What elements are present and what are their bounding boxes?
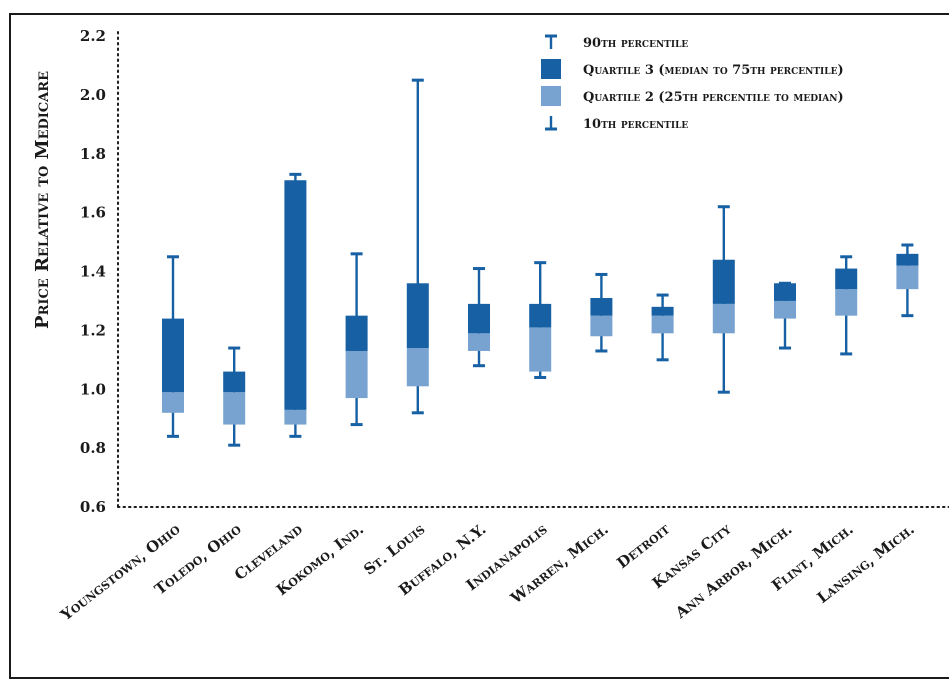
y-tick-label: 2.0 — [80, 86, 106, 104]
y-tick-label: 1.6 — [80, 204, 106, 222]
y-tick-label: 1.4 — [80, 263, 106, 281]
q3-box — [406, 283, 429, 349]
box-group — [896, 243, 919, 318]
legend-item: Quartile 3 (median to 75th percentile) — [541, 59, 844, 79]
q3-box — [712, 259, 735, 304]
category-label: Detroit — [613, 519, 673, 572]
legend-label: Quartile 3 (median to 75th percentile) — [583, 63, 844, 78]
y-tick-label: 0.6 — [80, 498, 106, 516]
box-group — [590, 272, 613, 353]
boxes — [162, 78, 919, 447]
y-axis-label: Price Relative to Medicare — [32, 71, 53, 329]
box-group — [284, 172, 307, 438]
box-group — [835, 255, 858, 356]
legend-q2-swatch — [541, 86, 561, 106]
q2-box — [162, 392, 184, 413]
y-tick-label: 1.8 — [80, 145, 106, 163]
box-group — [406, 78, 429, 415]
box-group — [529, 261, 552, 379]
legend-label: 10th percentile — [583, 117, 688, 132]
box-group — [223, 346, 246, 447]
category-label: Youngstown, Ohio — [56, 520, 183, 625]
box-group — [468, 267, 490, 368]
legend-label: Quartile 2 (25th percentile to median) — [583, 90, 844, 105]
q3-box — [590, 297, 613, 316]
q2-box — [896, 265, 919, 290]
legend-item: 10th percentile — [545, 116, 688, 132]
q3-box — [896, 253, 919, 266]
y-tick-label: 0.8 — [80, 439, 106, 457]
category-label: Ann Arbor, Mich. — [671, 520, 795, 623]
y-tick-label: 2.2 — [80, 27, 106, 45]
q2-box — [835, 289, 858, 316]
q2-box — [651, 315, 674, 334]
legend-q3-swatch — [541, 59, 561, 79]
q3-box — [162, 318, 184, 393]
q3-box — [651, 306, 674, 316]
box-plot-chart: 0.6 0.8 1.0 1.2 1.4 1.6 1.8 2.0 2.2 Youngstown, … — [32, 27, 949, 625]
q2-box — [712, 303, 735, 334]
chart-frame: 0.6 0.8 1.0 1.2 1.4 1.6 1.8 2.0 2.2 Youngstown, … — [9, 13, 949, 679]
q2-box — [284, 409, 307, 425]
q3-box — [529, 303, 552, 328]
box-group — [774, 281, 796, 350]
y-tick-label: 1.2 — [80, 321, 106, 339]
q2-box — [590, 315, 613, 337]
box-group — [651, 293, 674, 362]
q2-box — [223, 392, 246, 425]
legend-label: 90th percentile — [583, 36, 688, 51]
q2-box — [406, 348, 429, 387]
legend-item: 90th percentile — [545, 34, 688, 51]
box-group — [712, 205, 735, 394]
legend-item: Quartile 2 (25th percentile to median) — [541, 86, 844, 106]
q3-box — [223, 371, 246, 393]
q2-box — [345, 350, 368, 399]
q2-box — [468, 333, 490, 351]
axes: 0.6 0.8 1.0 1.2 1.4 1.6 1.8 2.0 2.2 — [80, 27, 949, 516]
q3-box — [468, 303, 490, 334]
q3-box — [835, 268, 858, 290]
q2-box — [774, 300, 796, 319]
y-tick-label: 1.0 — [80, 380, 106, 398]
box-group — [162, 255, 184, 438]
q3-box — [774, 283, 796, 301]
box-group — [345, 252, 368, 427]
q3-box — [345, 315, 368, 351]
q2-box — [529, 327, 552, 372]
legend: 90th percentile Quartile 3 (median to 75t… — [541, 34, 844, 132]
q3-box — [284, 180, 307, 410]
